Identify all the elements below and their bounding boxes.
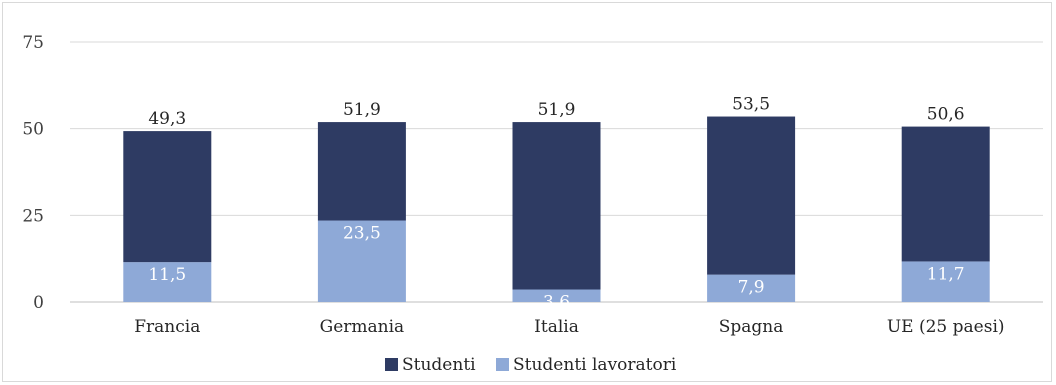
data-label-studenti-lavoratori: 3,6 <box>543 293 570 313</box>
x-tick-label: Francia <box>134 317 200 337</box>
bars: 11,5 49,3 23,5 51,9 3,6 51,9 7,9 53,5 11,7 50,6 <box>123 95 990 313</box>
bar-segment-studenti-lavoratori <box>123 262 212 302</box>
x-tick-label: Spagna <box>719 317 784 337</box>
data-label-total: 51,9 <box>343 100 381 120</box>
legend-label-studenti: Studenti <box>402 355 476 375</box>
y-axis: 0 25 50 75 <box>22 33 44 313</box>
bar-segment-studenti <box>317 122 406 221</box>
legend-swatch-studenti <box>385 358 398 371</box>
bar-segment-studenti-lavoratori <box>901 261 990 302</box>
y-tick-label: 25 <box>22 206 44 226</box>
x-axis: Francia Germania Italia Spagna UE (25 paesi) <box>134 317 1004 337</box>
data-label-total: 51,9 <box>538 100 576 120</box>
data-label-studenti-lavoratori: 11,7 <box>927 264 965 284</box>
data-label-studenti-lavoratori: 11,5 <box>148 265 186 285</box>
data-label-studenti-lavoratori: 7,9 <box>738 278 765 298</box>
bar-segment-studenti <box>901 126 990 262</box>
bar-segment-studenti <box>707 116 796 275</box>
bar-segment-studenti-lavoratori <box>317 220 406 302</box>
legend-label-studenti-lavoratori: Studenti lavoratori <box>513 355 677 375</box>
legend-swatch-studenti-lavoratori <box>496 358 509 371</box>
y-tick-label: 75 <box>22 33 44 53</box>
x-tick-label: Italia <box>534 317 579 337</box>
data-label-total: 50,6 <box>927 105 965 125</box>
data-label-total: 53,5 <box>732 95 770 115</box>
legend: Studenti Studenti lavoratori <box>385 355 677 375</box>
y-tick-label: 0 <box>33 293 44 313</box>
bar-segment-studenti-lavoratori <box>512 289 601 302</box>
y-tick-label: 50 <box>22 120 44 140</box>
bar-segment-studenti <box>123 131 212 263</box>
x-tick-label: UE (25 paesi) <box>887 317 1005 337</box>
bar-segment-studenti-lavoratori <box>707 274 796 302</box>
bar-segment-studenti <box>512 122 601 290</box>
data-label-studenti-lavoratori: 23,5 <box>343 224 381 244</box>
data-label-total: 49,3 <box>148 109 186 129</box>
x-tick-label: Germania <box>320 317 405 337</box>
